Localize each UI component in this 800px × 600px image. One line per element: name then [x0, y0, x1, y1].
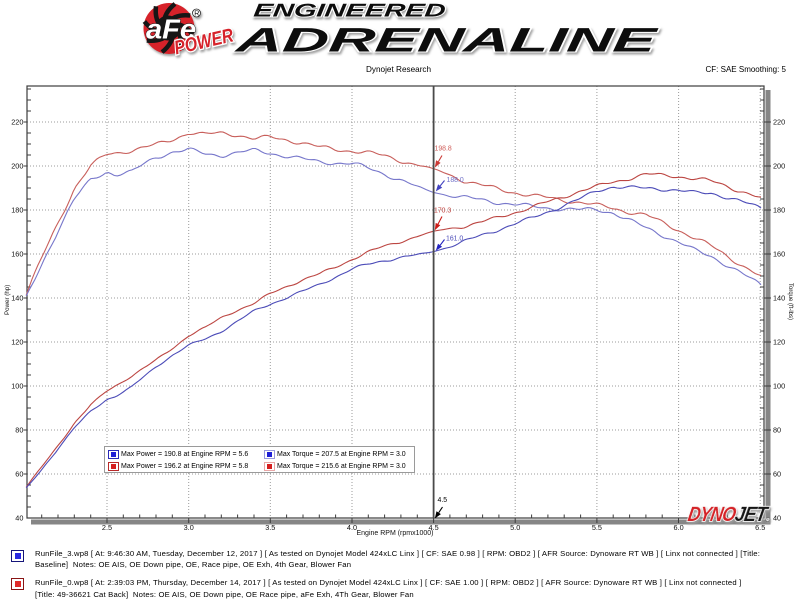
svg-text:160: 160 — [773, 250, 785, 259]
svg-text:60: 60 — [15, 470, 23, 479]
svg-text:ENGINEERED: ENGINEERED — [253, 0, 447, 20]
svg-text:Engine RPM (rpmx1000): Engine RPM (rpmx1000) — [356, 530, 433, 537]
svg-text:80: 80 — [15, 426, 23, 435]
svg-text:R: R — [194, 11, 199, 18]
svg-text:200: 200 — [11, 162, 23, 171]
svg-text:140: 140 — [773, 294, 785, 303]
svg-text:3.0: 3.0 — [184, 523, 194, 532]
svg-text:4.5: 4.5 — [438, 497, 448, 504]
svg-text:4.0: 4.0 — [347, 523, 357, 532]
svg-text:5.5: 5.5 — [592, 523, 602, 532]
svg-text:JET: JET — [733, 503, 771, 526]
svg-text:180: 180 — [773, 206, 785, 215]
svg-text:120: 120 — [11, 338, 23, 347]
svg-text:120: 120 — [773, 338, 785, 347]
svg-text:ADRENALINE: ADRENALINE — [233, 22, 660, 60]
svg-text:DYNO: DYNO — [686, 503, 738, 526]
svg-text:40: 40 — [773, 514, 781, 523]
svg-text:5.0: 5.0 — [510, 523, 520, 532]
svg-text:220: 220 — [773, 118, 785, 127]
svg-text:80: 80 — [773, 426, 781, 435]
svg-text:60: 60 — [773, 470, 781, 479]
svg-text:3.5: 3.5 — [265, 523, 275, 532]
svg-text:4.5: 4.5 — [429, 523, 439, 532]
svg-text:220: 220 — [11, 118, 23, 127]
svg-text:100: 100 — [773, 382, 785, 391]
svg-text:2.5: 2.5 — [102, 523, 112, 532]
svg-text:198.8: 198.8 — [435, 146, 452, 153]
svg-text:aFe: aFe — [146, 14, 196, 45]
svg-text:6.0: 6.0 — [674, 523, 684, 532]
svg-text:40: 40 — [15, 514, 23, 523]
svg-text:200: 200 — [773, 162, 785, 171]
svg-text:161.0: 161.0 — [446, 236, 463, 243]
svg-text:170.3: 170.3 — [434, 208, 451, 215]
svg-text:188.0: 188.0 — [447, 177, 464, 184]
svg-text:160: 160 — [11, 250, 23, 259]
svg-text:6.5: 6.5 — [755, 523, 765, 532]
svg-text:Power (hp): Power (hp) — [4, 285, 11, 315]
svg-text:100: 100 — [11, 382, 23, 391]
svg-text:180: 180 — [11, 206, 23, 215]
svg-text:140: 140 — [11, 294, 23, 303]
svg-text:R: R — [766, 518, 770, 522]
svg-text:Torque (ft-lbs): Torque (ft-lbs) — [787, 283, 793, 320]
